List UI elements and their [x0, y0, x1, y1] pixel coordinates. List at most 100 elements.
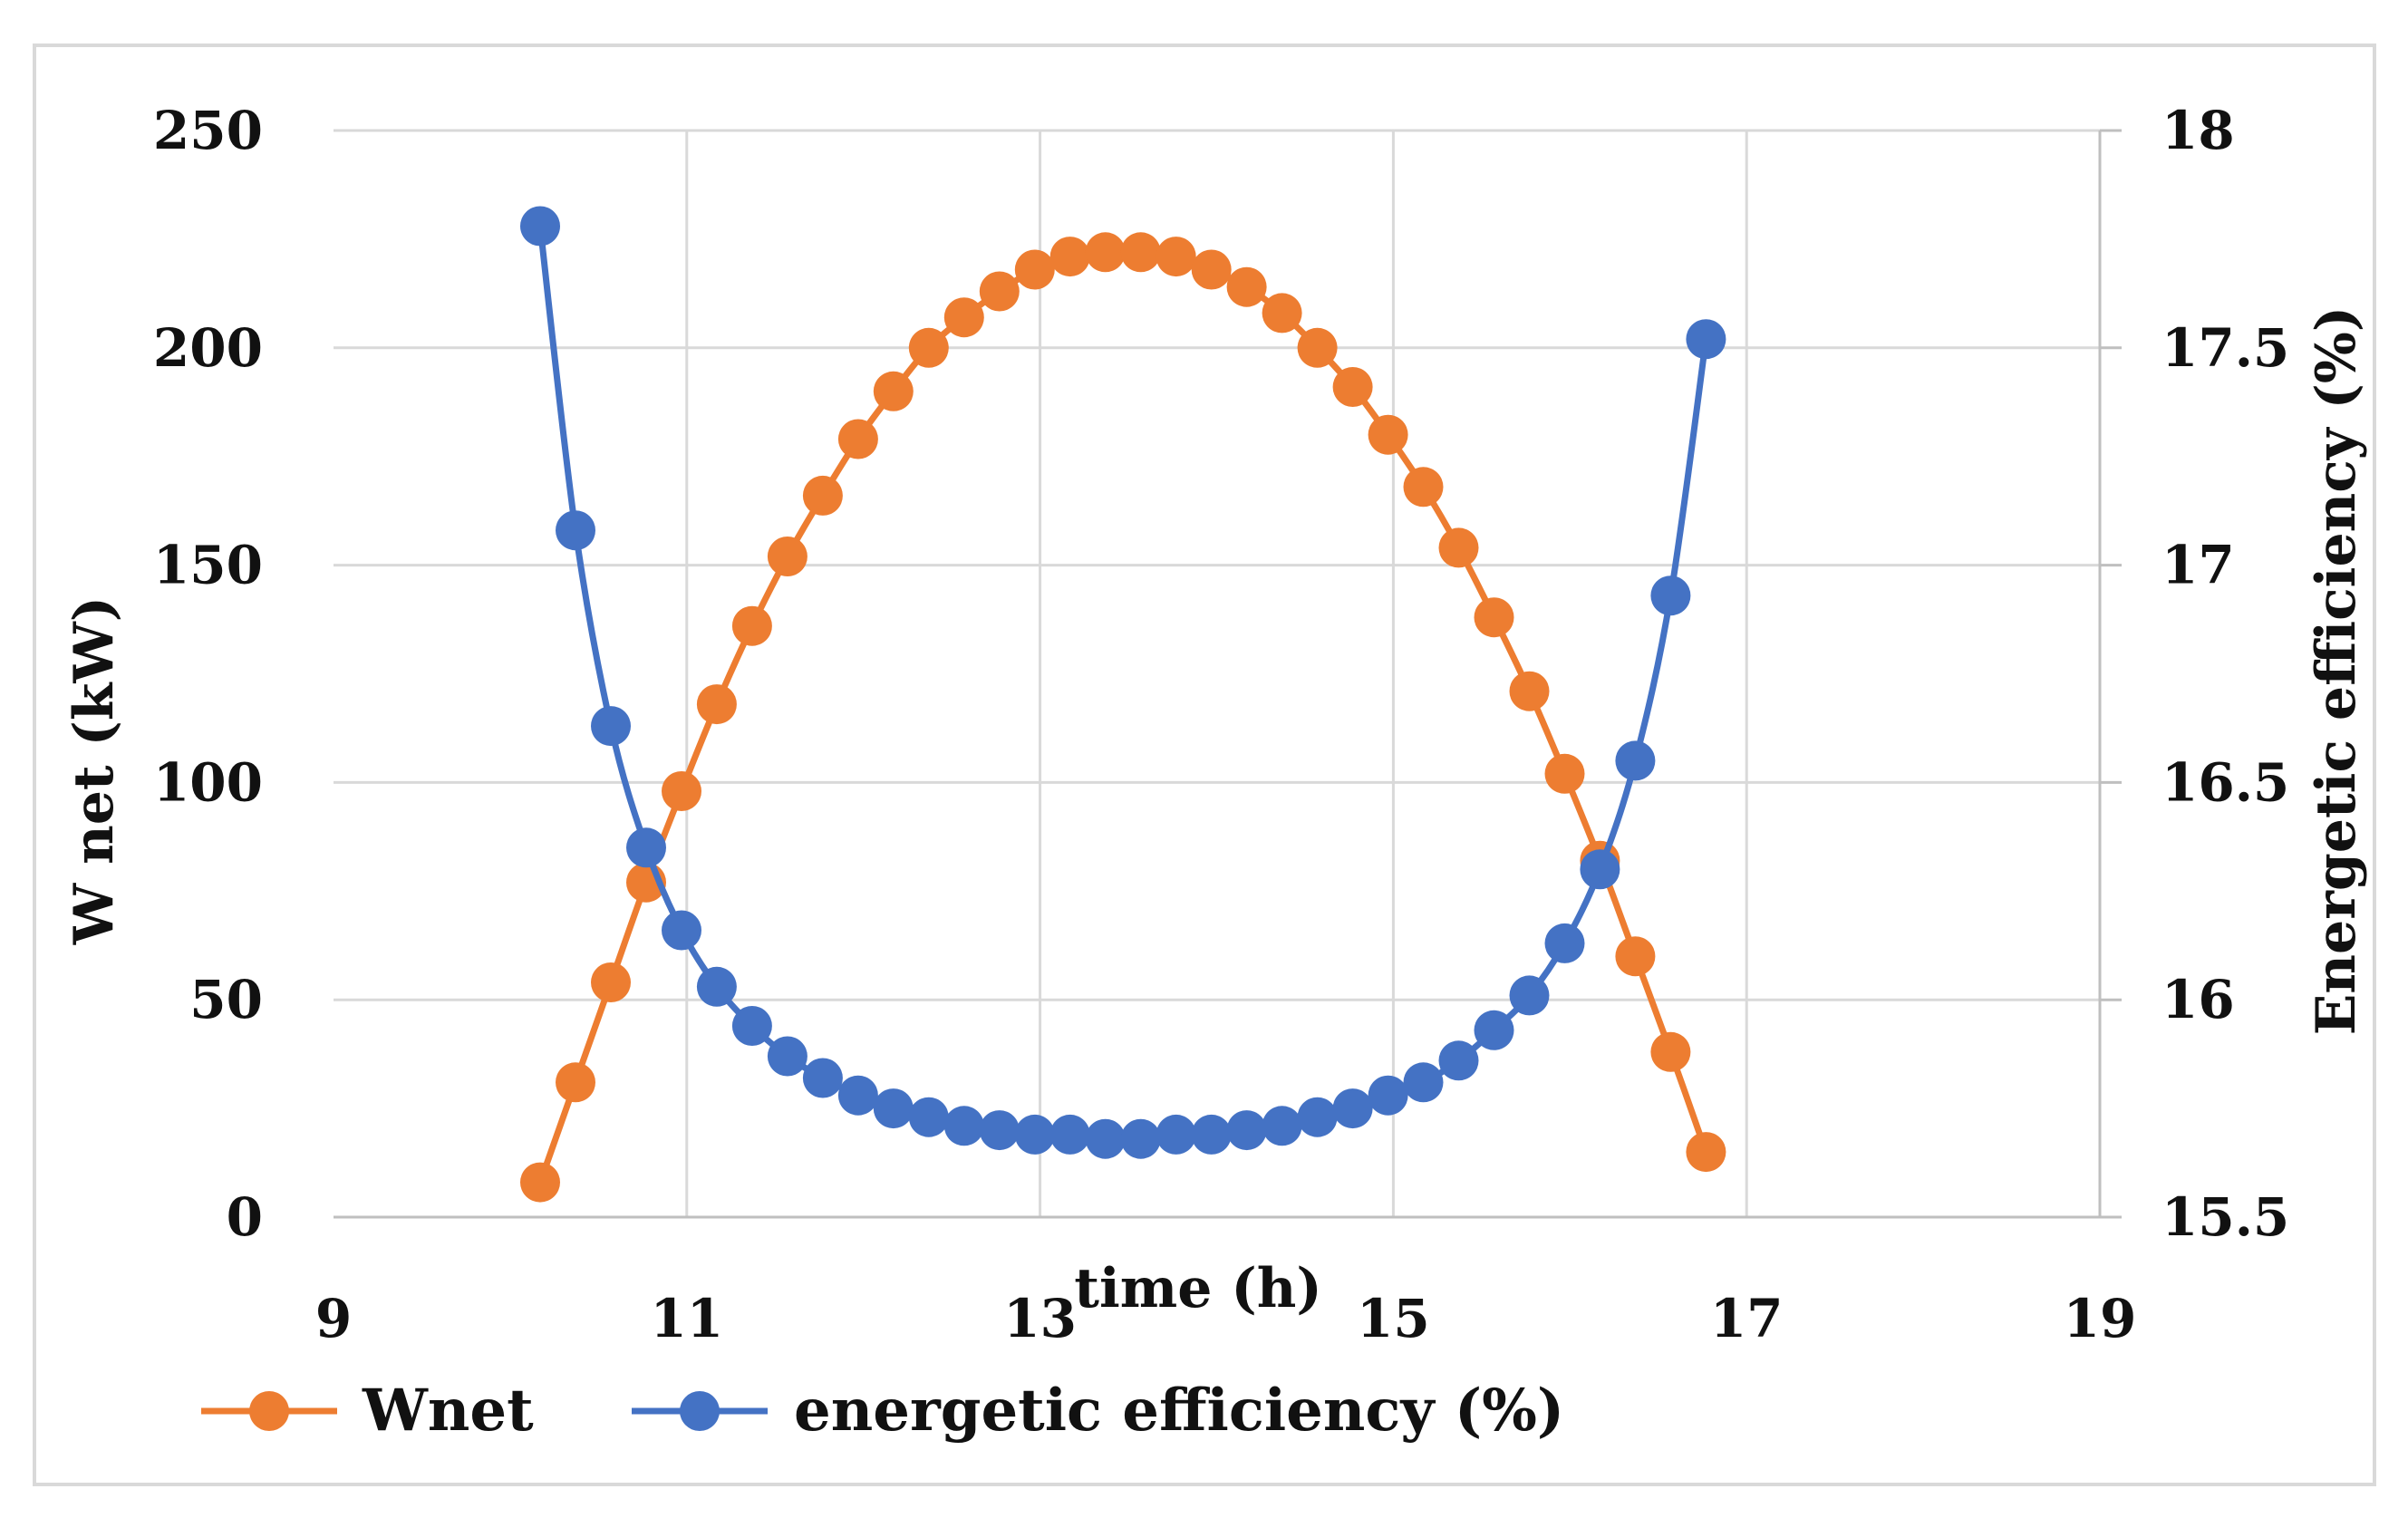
data-point — [1262, 1106, 1302, 1146]
y-axis-right-title: Energetic efficiency (%) — [2305, 306, 2368, 1036]
data-point — [1509, 975, 1550, 1016]
y-tick-label-right: 18 — [2161, 100, 2235, 161]
legend-marker — [249, 1391, 289, 1431]
data-point — [1226, 1110, 1267, 1151]
series-energetic-efficiency — [520, 206, 1726, 1159]
data-point — [837, 1075, 878, 1116]
x-axis-ticks: 9 11 13 15 17 19 — [315, 1288, 2137, 1349]
series-wnet — [520, 232, 1726, 1203]
y-tick-label-left: 50 — [189, 969, 263, 1030]
data-point — [908, 327, 949, 368]
data-point — [1156, 237, 1196, 277]
data-point — [1438, 527, 1479, 568]
y-tick-label-left: 200 — [153, 317, 263, 379]
data-point — [520, 206, 560, 247]
data-point — [943, 297, 984, 338]
x-axis-title: time (h) — [1074, 1257, 1321, 1320]
data-point — [979, 1110, 1020, 1151]
data-point — [1191, 1114, 1232, 1155]
data-point — [696, 966, 737, 1007]
data-point — [1014, 249, 1055, 290]
data-point — [626, 827, 666, 868]
y-tick-label-left: 250 — [153, 100, 263, 161]
data-point — [1686, 319, 1726, 360]
data-point — [1403, 467, 1444, 508]
data-point — [591, 706, 631, 747]
y-tick-label-left: 100 — [153, 751, 263, 813]
data-point — [1650, 575, 1691, 616]
data-point — [1049, 237, 1090, 277]
y-axis-left-title: W net (kW) — [63, 596, 126, 945]
axes — [334, 131, 2122, 1219]
data-point — [802, 475, 843, 516]
data-point — [767, 537, 808, 576]
x-tick-label: 9 — [315, 1288, 352, 1349]
data-point — [873, 371, 914, 411]
data-point — [873, 1088, 914, 1129]
data-point — [1650, 1031, 1691, 1072]
data-point — [1297, 1097, 1338, 1137]
data-point — [1438, 1040, 1479, 1081]
data-point — [1049, 1114, 1090, 1155]
data-point — [556, 1062, 595, 1103]
data-point — [662, 771, 701, 811]
data-point — [591, 962, 631, 1002]
data-point — [943, 1106, 984, 1146]
data-point — [1509, 671, 1550, 711]
data-point — [1686, 1132, 1726, 1173]
data-point — [802, 1058, 843, 1098]
data-point — [662, 910, 701, 951]
data-point — [1368, 414, 1408, 455]
x-tick-label: 15 — [1357, 1288, 1430, 1349]
y-tick-label-left: 150 — [153, 535, 263, 596]
data-point — [520, 1162, 560, 1203]
x-tick-label: 13 — [1003, 1288, 1077, 1349]
data-point — [837, 419, 878, 459]
data-point — [1262, 293, 1302, 334]
y-tick-label-right: 16.5 — [2161, 751, 2289, 813]
data-point — [1156, 1114, 1196, 1155]
data-point — [1120, 232, 1161, 273]
data-point — [908, 1097, 949, 1137]
data-point — [1120, 1118, 1161, 1159]
data-point — [1191, 249, 1232, 290]
data-point — [1014, 1114, 1055, 1155]
y-axis-right-ticks: 15.5 16 16.5 17 17.5 18 — [2100, 100, 2289, 1248]
data-point — [1544, 753, 1585, 794]
data-point — [1615, 740, 1656, 781]
data-point — [1615, 936, 1656, 977]
data-point — [1580, 849, 1620, 890]
x-tick-label: 17 — [1710, 1288, 1784, 1349]
y-tick-label-left: 0 — [227, 1186, 263, 1248]
data-point — [1332, 367, 1373, 407]
y-axis-left-ticks: 0 50 100 150 200 250 — [153, 100, 263, 1248]
data-point — [1297, 327, 1338, 368]
x-tick-label: 11 — [650, 1288, 723, 1349]
x-tick-label: 19 — [2064, 1288, 2137, 1349]
data-point — [1474, 1010, 1514, 1050]
data-point — [1085, 232, 1126, 273]
data-point — [1085, 1118, 1126, 1159]
y-tick-label-right: 15.5 — [2161, 1186, 2289, 1248]
data-point — [767, 1036, 808, 1077]
legend-label: energetic efficiency (%) — [794, 1377, 1564, 1445]
legend: Wnet energetic efficiency (%) — [201, 1377, 1564, 1445]
data-point — [696, 684, 737, 725]
data-point — [556, 510, 595, 551]
data-point — [731, 605, 772, 646]
data-point — [1403, 1062, 1444, 1103]
data-point — [1226, 266, 1267, 307]
data-point — [979, 271, 1020, 312]
y-tick-label-right: 17 — [2161, 535, 2235, 596]
data-point — [1332, 1088, 1373, 1129]
legend-item: energetic efficiency (%) — [632, 1377, 1564, 1445]
data-point — [731, 1006, 772, 1046]
data-point — [1474, 597, 1514, 638]
plot-area — [520, 206, 1726, 1203]
data-point — [1544, 923, 1585, 963]
y-tick-label-right: 17.5 — [2161, 317, 2289, 379]
legend-item: Wnet — [201, 1377, 534, 1445]
y-tick-label-right: 16 — [2161, 969, 2235, 1030]
legend-marker — [680, 1391, 720, 1431]
